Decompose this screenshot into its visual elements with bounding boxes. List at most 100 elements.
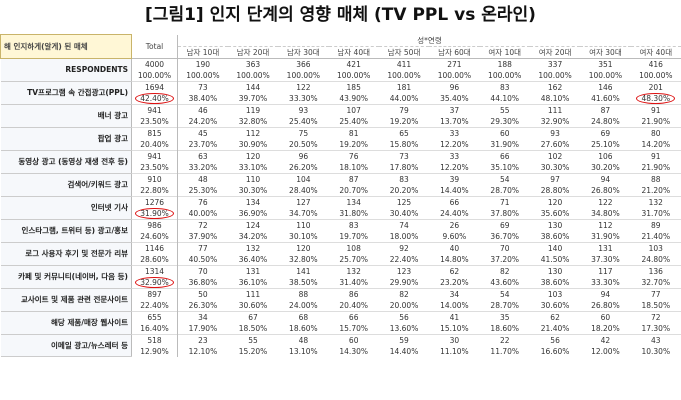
count-row: 카페 및 커뮤니티(네이버, 다음 등) 1314 70 131 141 132 123 62… [0,264,681,289]
count-cell: 23 [177,333,228,346]
percent-cell: 18.00% [389,231,419,241]
count-cell: 941 [131,103,178,116]
percent-cell: 12.20% [440,162,469,172]
percent-cell: 41.50% [540,254,570,264]
percent-row: 23.50% 24.20% 32.80% 25.40% 25.40% 19.20% 13.7… [1,115,681,127]
percent-cell: 29.30% [490,116,520,126]
percent-cell: 38.50% [289,277,318,287]
count-cell: 130 [529,264,581,277]
percent-cell: 37.80% [490,208,520,218]
column-header: 남자 50대 [378,46,430,59]
count-cell: 33 [429,149,480,162]
count-cell: 62 [429,264,480,277]
percent-cell: 24.80% [641,254,671,264]
count-cell: 76 [328,149,379,162]
row-label: 인터넷 기사 [0,195,132,220]
percent-row: 12.90% 12.10% 15.20% 13.10% 14.30% 14.40% 11.1… [1,345,681,357]
header-row: 해 인지하게(알게) 된 매체 Total 성*연령 [0,34,681,59]
count-cell: 60 [479,126,530,139]
circled-percent: 31.90% [135,207,174,219]
count-cell: 103 [630,241,681,254]
count-cell: 50 [177,287,228,300]
percent-cell: 12.90% [131,345,178,357]
count-cell: 86 [328,287,379,300]
percent-cell: 36.80% [188,277,218,287]
row-label: 이메일 광고/뉴스레터 등 [0,333,132,357]
percent-cell: 20.70% [339,185,368,195]
count-cell: 65 [378,126,430,139]
count-row: RESPONDENTS 4000 190 363 366 421 411 271 188 337 3… [0,57,681,82]
count-cell: 88 [278,287,329,300]
percent-cell: 100.00% [437,70,472,80]
count-cell: 103 [529,287,581,300]
percent-cell: 44.10% [490,93,520,103]
count-cell: 77 [177,241,228,254]
count-cell: 60 [328,333,379,346]
count-cell: 134 [328,195,379,208]
percent-cell: 14.80% [440,254,469,264]
count-cell: 40 [429,241,480,254]
percent-cell: 24.60% [131,230,178,242]
count-cell: 72 [177,218,228,231]
column-header: 여자 40대 [630,46,681,59]
count-cell: 117 [580,264,631,277]
percent-cell: 34.20% [238,231,268,241]
count-cell: 93 [529,126,581,139]
count-cell: 96 [429,80,480,93]
count-cell: 37 [429,103,480,116]
count-cell: 127 [278,195,329,208]
count-cell: 132 [328,264,379,277]
count-cell: 87 [328,172,379,185]
percent-cell: 14.30% [339,346,368,356]
column-header: 남자 60대 [429,46,480,59]
count-cell: 73 [177,80,228,93]
percent-cell: 21.90% [641,162,671,172]
percent-row: 16.40% 17.90% 18.50% 18.60% 15.70% 13.60% 15.1… [1,322,681,334]
count-cell: 43 [630,333,681,346]
percent-cell: 38.60% [540,277,570,287]
count-cell: 91 [630,149,681,162]
count-row: 해당 제품/매장 웹사이트 655 34 67 68 66 56 41 35 62 60 72 [0,310,681,335]
percent-cell: 37.90% [188,231,218,241]
count-row: 교사이트 및 제품 관련 전문사이트 897 50 111 88 86 82 34 54 103 9… [0,287,681,312]
count-cell: 106 [580,149,631,162]
count-cell: 30 [429,333,480,346]
percent-row: 22.80% 25.30% 30.30% 28.40% 20.70% 20.20% 14.4… [1,184,681,196]
percent-cell: 35.10% [490,162,520,172]
percent-cell: 18.10% [339,162,368,172]
percent-cell: 30.20% [591,162,620,172]
percent-cell: 13.10% [289,346,318,356]
count-cell: 46 [177,103,228,116]
percent-cell: 100.00% [131,69,178,81]
count-cell: 56 [529,333,581,346]
percent-cell: 19.70% [339,231,368,241]
figure-title: [그림1] 인지 단계의 영향 매체 (TV PPL vs 온라인) [145,5,536,25]
count-row: 동영상 광고 (동영상 재생 전후 등) 941 63 120 96 76 73 33 66 10… [0,149,681,174]
percent-cell: 39.70% [238,93,268,103]
count-cell: 67 [227,310,279,323]
percent-cell: 20.00% [389,300,419,310]
percent-cell: 32.70% [641,277,671,287]
count-cell: 1314 [131,264,178,277]
percent-cell: 26.20% [289,162,318,172]
count-cell: 134 [227,195,279,208]
count-cell: 45 [177,126,228,139]
count-row: 로그 사용자 후기 및 전문가 리뷰 1146 77 132 120 108 92 40 70 1… [0,241,681,266]
count-cell: 83 [479,80,530,93]
row-label: 카페 및 커뮤니티(네이버, 다음 등) [0,264,132,289]
percent-cell: 48.30% [631,92,681,105]
percent-cell: 100.00% [337,70,371,80]
count-cell: 79 [378,103,430,116]
percent-cell: 22.80% [131,184,178,196]
count-cell: 81 [328,126,379,139]
count-row: 팝업 광고 815 45 112 75 81 65 33 60 93 69 80 [0,126,681,151]
column-header: 여자 10대 [479,46,530,59]
percent-cell: 30.60% [238,300,268,310]
count-cell: 124 [227,218,279,231]
count-cell: 89 [630,218,681,231]
percent-cell: 100.00% [186,70,220,80]
row-label: 로그 사용자 후기 및 전문가 리뷰 [0,241,132,266]
count-cell: 363 [227,57,279,70]
percent-cell: 16.40% [131,322,178,334]
percent-cell: 22.40% [389,254,419,264]
